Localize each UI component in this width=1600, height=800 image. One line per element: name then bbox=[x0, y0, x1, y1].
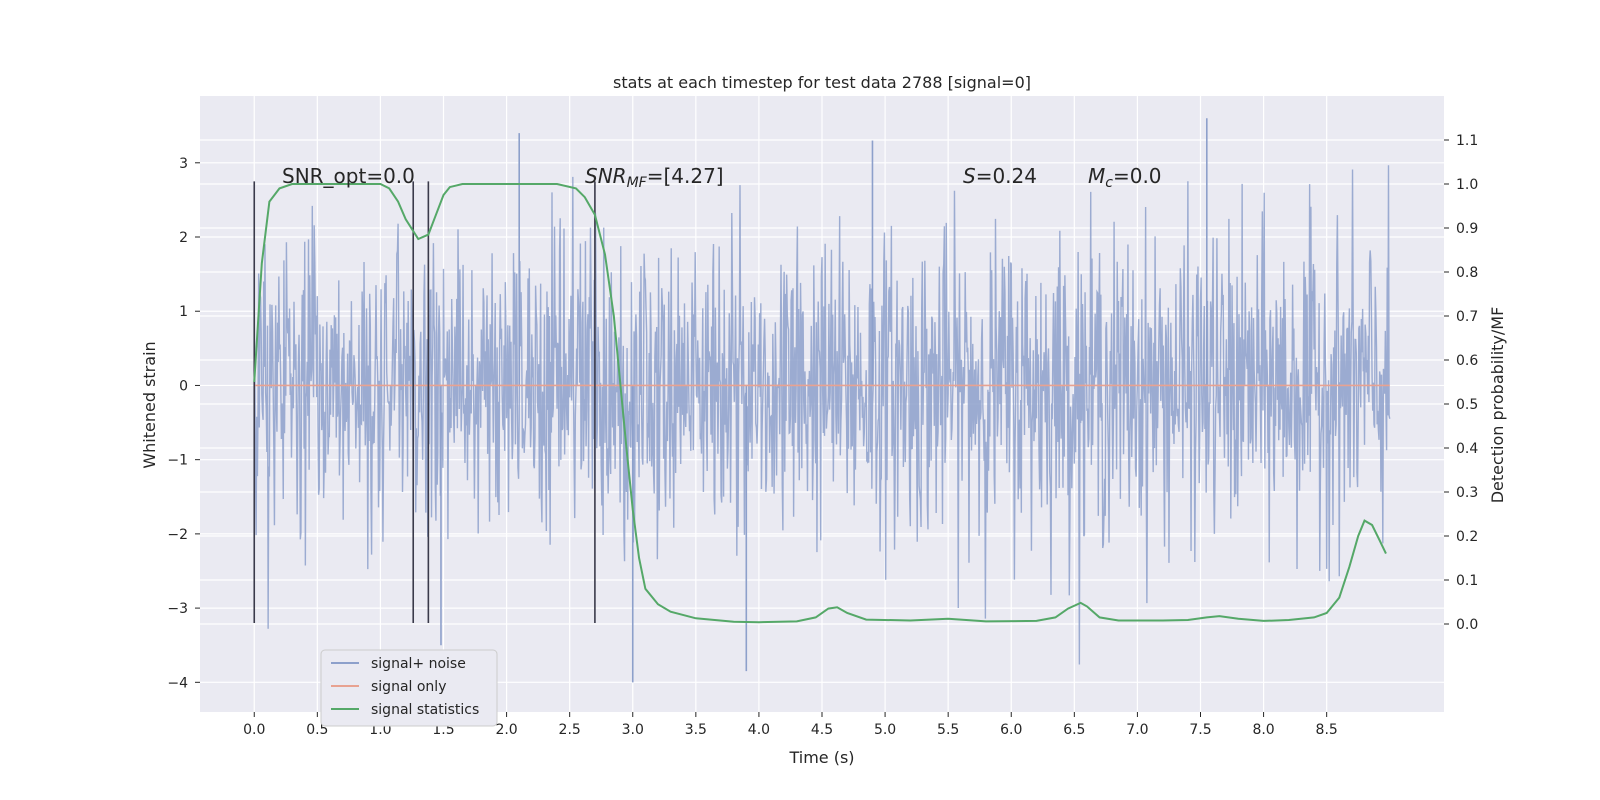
annotation-snr_opt: SNR_opt=0.0 bbox=[282, 164, 415, 188]
y-right-tick-label: 1.1 bbox=[1456, 133, 1478, 149]
vertical-markers bbox=[253, 181, 596, 623]
x-tick-label: 8.5 bbox=[1316, 722, 1338, 738]
y-right-tick-label: 0.7 bbox=[1456, 309, 1478, 325]
statistics-line bbox=[253, 183, 1387, 624]
y-left-tick-labels: 3 2 1 0 −1 −2 −3 −4 bbox=[167, 156, 200, 691]
x-tick-label: 6.5 bbox=[1063, 722, 1085, 738]
legend-label-statistics: signal statistics bbox=[371, 702, 479, 718]
legend: signal+ noise signal only signal statist… bbox=[320, 649, 498, 727]
x-axis-label: Time (s) bbox=[788, 748, 854, 767]
y-right-tick-label: 0.0 bbox=[1456, 617, 1478, 633]
y-left-tick-label: −4 bbox=[167, 675, 188, 691]
x-tick-label: 0.0 bbox=[243, 722, 265, 738]
y-right-tick-label: 0.5 bbox=[1456, 397, 1478, 413]
x-tick-label: 2.0 bbox=[495, 722, 517, 738]
x-tick-label: 7.0 bbox=[1126, 722, 1148, 738]
y-right-tick-label: 0.3 bbox=[1456, 485, 1478, 501]
x-tick-label: 2.5 bbox=[559, 722, 581, 738]
y-left-tick-label: −3 bbox=[167, 601, 188, 617]
legend-label-signal-only: signal only bbox=[371, 679, 446, 695]
y-left-tick-label: 0 bbox=[179, 378, 188, 394]
noise-trace bbox=[253, 165, 1391, 665]
y-left-tick-label: 3 bbox=[179, 156, 188, 172]
signal-noise-series bbox=[253, 118, 1391, 683]
chart-title: stats at each timestep for test data 278… bbox=[613, 73, 1031, 92]
x-tick-label: 4.5 bbox=[811, 722, 833, 738]
x-tick-label: 5.0 bbox=[874, 722, 896, 738]
y-axis-left-label: Whitened strain bbox=[140, 341, 159, 468]
x-tick-label: 5.5 bbox=[937, 722, 959, 738]
y-left-tick-label: 1 bbox=[179, 304, 188, 320]
signal-statistics-series bbox=[253, 183, 1387, 624]
y-left-tick-label: −1 bbox=[167, 453, 188, 469]
annotation-s: S=0.24 bbox=[963, 164, 1037, 188]
annotation-snr_mf: SNRMF=[4.27] bbox=[585, 164, 724, 191]
y-right-tick-label: 0.2 bbox=[1456, 529, 1478, 545]
y-left-tick-label: −2 bbox=[167, 527, 188, 543]
x-tick-label: 7.5 bbox=[1189, 722, 1211, 738]
annotations: SNR_opt=0.0 SNRMF=[4.27] S=0.24 Mc=0.0 bbox=[282, 164, 1162, 191]
y-right-tick-label: 1.0 bbox=[1456, 177, 1478, 193]
x-tick-label: 3.0 bbox=[622, 722, 644, 738]
x-tick-label: 3.5 bbox=[685, 722, 707, 738]
x-tick-label: 4.0 bbox=[748, 722, 770, 738]
annotation-mc: Mc=0.0 bbox=[1088, 164, 1162, 191]
y-right-tick-label: 0.4 bbox=[1456, 441, 1478, 457]
x-tick-label: 0.5 bbox=[306, 722, 328, 738]
y-right-tick-label: 0.6 bbox=[1456, 353, 1478, 369]
y-axis-right-label: Detection probability/MF bbox=[1488, 307, 1507, 504]
y-right-tick-label: 0.9 bbox=[1456, 221, 1478, 237]
legend-label-noise: signal+ noise bbox=[371, 656, 466, 672]
x-tick-label: 6.0 bbox=[1000, 722, 1022, 738]
x-tick-label: 8.0 bbox=[1252, 722, 1274, 738]
y-right-tick-labels: 1.1 1.0 0.9 0.8 0.7 0.6 0.5 0.4 0.3 0.2 0.1 0.0 bbox=[1444, 133, 1478, 633]
y-left-tick-label: 2 bbox=[179, 230, 188, 246]
y-right-tick-label: 0.8 bbox=[1456, 265, 1478, 281]
legend-box bbox=[320, 649, 498, 727]
y-right-tick-label: 0.1 bbox=[1456, 573, 1478, 589]
